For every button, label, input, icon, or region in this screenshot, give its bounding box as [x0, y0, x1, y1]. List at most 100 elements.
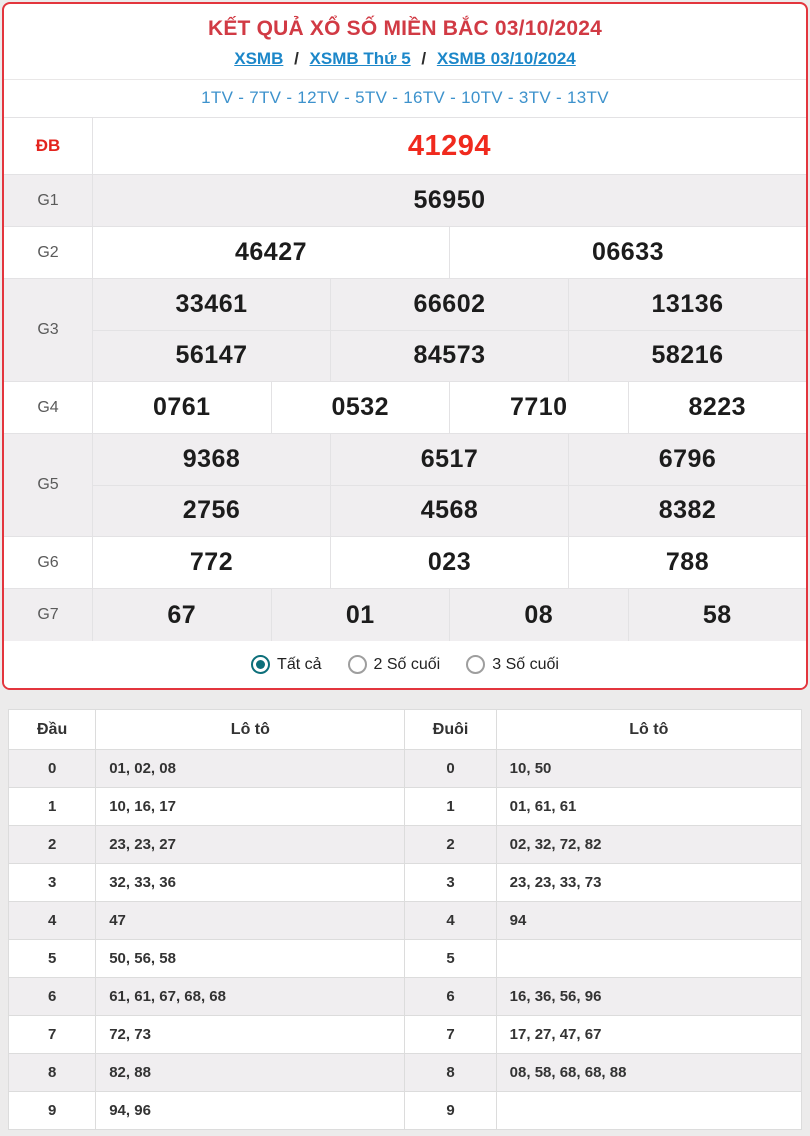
prize-number: 46427 [234, 238, 308, 266]
station-list: 1TV - 7TV - 12TV - 5TV - 16TV - 10TV - 3… [201, 88, 609, 107]
prize-subrow: 33461 66602 13136 [93, 279, 806, 330]
loto-row: 7 72, 73 7 17, 27, 47, 67 [7, 1015, 803, 1054]
loto-row: 4 47 4 94 [7, 901, 803, 940]
loto-table-body: 0 01, 02, 08 0 10, 50 1 10, 16, 17 1 01, 61, 61… [7, 749, 803, 1130]
dau-loto-values: 23, 23, 27 [95, 825, 406, 864]
prize-row-đb: ĐB 41294 [4, 118, 806, 175]
prize-number: 788 [568, 537, 806, 588]
radio-dot [256, 660, 266, 669]
filter-option[interactable]: 2 Số cuối [347, 655, 441, 674]
filter-option[interactable]: Tất cả [251, 655, 322, 674]
prize-number: 0761 [152, 393, 211, 421]
dau-digit: 9 [7, 1091, 97, 1130]
filter-option[interactable]: 3 Số cuối [466, 655, 559, 674]
prize-label: G3 [4, 279, 93, 381]
prize-subrow: 56147 84573 58216 [93, 329, 806, 381]
duoi-loto-values: 17, 27, 47, 67 [495, 1015, 803, 1054]
loto-row: 8 82, 88 8 08, 58, 68, 68, 88 [7, 1053, 803, 1092]
prize-number: 6517 [330, 434, 568, 485]
prize-label: G7 [4, 589, 93, 641]
prize-subrow: 2756 4568 8382 [93, 484, 806, 536]
prize-groups: 56950 [93, 175, 806, 226]
dau-loto-values: 72, 73 [95, 1015, 406, 1054]
header-divider [4, 79, 806, 80]
prize-number: 772 [189, 548, 234, 576]
loto-card: Đầu Lô tô Đuôi Lô tô 0 01, 02, 08 0 10, 50 1 10,… [7, 709, 803, 1130]
prize-number: 66602 [330, 279, 568, 330]
prize-row-g4: G4 0761 0532 7710 8223 [4, 382, 806, 434]
prize-row-g6: G6 772 023 788 [4, 537, 806, 589]
dau-loto-values: 61, 61, 67, 68, 68 [95, 977, 406, 1016]
prize-label: G4 [4, 382, 93, 433]
radio-icon [251, 655, 271, 674]
loto-header-cell: Lô tô [95, 709, 406, 750]
duoi-loto-values: 16, 36, 56, 96 [495, 977, 803, 1016]
duoi-digit: 4 [404, 901, 497, 940]
prize-row-g7: G7 67 01 08 58 [4, 589, 806, 641]
filter-option-label: 3 Số cuối [492, 655, 559, 673]
duoi-loto-values [495, 939, 803, 978]
loto-header-row: Đầu Lô tô Đuôi Lô tô [7, 709, 803, 750]
breadcrumb-link[interactable]: XSMB Thứ 5 [309, 49, 411, 68]
loto-table: Đầu Lô tô Đuôi Lô tô 0 01, 02, 08 0 10, 50 1 10,… [7, 709, 803, 1130]
prize-number: 8223 [627, 382, 807, 433]
prize-row-g1: G1 56950 [4, 175, 806, 227]
duoi-loto-values: 10, 50 [495, 749, 803, 788]
prize-number: 58216 [568, 330, 806, 381]
duoi-digit: 8 [404, 1053, 497, 1092]
prize-number: 56950 [413, 186, 486, 214]
dau-digit: 6 [7, 977, 97, 1016]
duoi-loto-values: 08, 58, 68, 68, 88 [495, 1053, 803, 1092]
loto-header-cell: Đầu [7, 709, 97, 750]
dau-loto-values: 50, 56, 58 [95, 939, 406, 978]
result-card: KẾT QUẢ XỔ SỐ MIỀN BẮC 03/10/2024 XSMB /… [2, 2, 808, 690]
prize-number: 08 [449, 589, 628, 641]
loto-row: 6 61, 61, 67, 68, 68 6 16, 36, 56, 96 [7, 977, 803, 1016]
duoi-digit: 1 [404, 787, 497, 826]
prize-label: ĐB [4, 118, 93, 174]
dau-digit: 3 [7, 863, 97, 902]
prize-number: 33461 [175, 289, 248, 318]
loto-row: 0 01, 02, 08 0 10, 50 [7, 749, 803, 788]
dau-digit: 7 [7, 1015, 97, 1054]
dau-digit: 0 [7, 749, 97, 788]
dau-loto-values: 32, 33, 36 [95, 863, 406, 902]
dau-digit: 4 [7, 901, 97, 940]
dau-loto-values: 10, 16, 17 [95, 787, 406, 826]
prize-number: 01 [270, 589, 450, 641]
dau-digit: 1 [7, 787, 97, 826]
dau-digit: 8 [7, 1053, 97, 1092]
prize-number: 58 [627, 589, 807, 641]
loto-row: 2 23, 23, 27 2 02, 32, 72, 82 [7, 825, 803, 864]
breadcrumb-separator: / [289, 49, 304, 68]
dau-loto-values: 94, 96 [95, 1091, 406, 1130]
prize-number: 4568 [330, 485, 568, 536]
breadcrumb-link[interactable]: XSMB 03/10/2024 [436, 49, 576, 68]
loto-row: 5 50, 56, 58 5 [7, 939, 803, 978]
prize-number: 6796 [568, 434, 806, 485]
radio-icon [466, 655, 486, 674]
breadcrumb-link[interactable]: XSMB [234, 49, 284, 68]
duoi-loto-values: 01, 61, 61 [495, 787, 803, 826]
prize-subrow: 56950 [93, 175, 806, 226]
page-title: KẾT QUẢ XỔ SỐ MIỀN BẮC 03/10/2024 [207, 17, 603, 40]
loto-header-cell: Lô tô [495, 709, 803, 750]
results-table: ĐB 41294 G1 56950 G2 46427 06633 G3 33461 66602 13… [4, 117, 806, 641]
prize-number: 56147 [175, 341, 248, 370]
prize-subrow: 9368 6517 6796 [93, 434, 806, 485]
prize-groups: 41294 [93, 118, 806, 174]
loto-row: 1 10, 16, 17 1 01, 61, 61 [7, 787, 803, 826]
prize-number: 023 [330, 537, 568, 588]
prize-groups: 46427 06633 [93, 227, 806, 278]
duoi-digit: 7 [404, 1015, 497, 1054]
duoi-loto-values: 94 [495, 901, 803, 940]
filter-option-label: 2 Số cuối [373, 655, 441, 673]
prize-groups: 0761 0532 7710 8223 [93, 382, 806, 433]
prize-subrow: 46427 06633 [93, 227, 806, 278]
prize-number: 2756 [182, 496, 241, 525]
duoi-digit: 2 [404, 825, 497, 864]
prize-row-g2: G2 46427 06633 [4, 227, 806, 279]
duoi-loto-values: 02, 32, 72, 82 [495, 825, 803, 864]
duoi-digit: 6 [404, 977, 497, 1016]
prize-number: 41294 [407, 129, 492, 162]
